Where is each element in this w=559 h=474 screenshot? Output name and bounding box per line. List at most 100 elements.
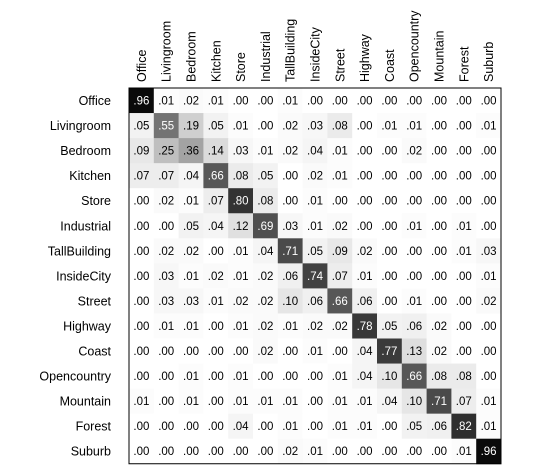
- matrix-cell: [377, 338, 403, 364]
- cell-value-label: .74: [307, 271, 324, 283]
- matrix-cell: [352, 388, 378, 415]
- matrix-cell: [476, 313, 502, 339]
- cell-value-label: .00: [183, 346, 199, 358]
- matrix-cell: [352, 113, 378, 139]
- cell-value-label: .00: [307, 96, 323, 108]
- cell-value-label: .04: [208, 221, 225, 233]
- cell-value-label: .00: [158, 446, 174, 458]
- cell-value-label: .07: [158, 171, 174, 183]
- cell-value-label: .00: [133, 446, 149, 458]
- matrix-cell: [228, 413, 254, 440]
- cell-value-label: .00: [158, 371, 174, 383]
- matrix-cell: [129, 113, 155, 139]
- matrix-cell: [228, 363, 254, 389]
- cell-value-label: .01: [183, 271, 199, 283]
- matrix-cell: [327, 263, 353, 289]
- matrix-cell: [451, 263, 477, 289]
- cell-value-label: .00: [183, 446, 199, 458]
- cell-value-label: .00: [133, 246, 149, 258]
- matrix-cell: [178, 88, 204, 114]
- matrix-cell: [153, 313, 179, 339]
- matrix-cell: [228, 213, 254, 239]
- cell-value-label: .07: [208, 196, 224, 208]
- cell-value-label: .02: [282, 121, 298, 133]
- cell-value-label: .06: [406, 321, 422, 333]
- cell-value-label: .04: [183, 171, 200, 183]
- cell-value-label: .00: [332, 346, 348, 358]
- matrix-cell: [178, 438, 204, 465]
- cell-value-label: .02: [158, 196, 174, 208]
- matrix-cell: [377, 438, 403, 465]
- cell-value-label: .96: [133, 96, 149, 108]
- matrix-cell: [377, 313, 403, 339]
- matrix-cell: [129, 363, 155, 389]
- cell-value-label: .00: [208, 371, 224, 383]
- cell-value-label: .06: [307, 296, 323, 308]
- cell-value-label: .01: [456, 446, 472, 458]
- matrix-cell: [277, 113, 303, 139]
- cell-value-label: .01: [406, 296, 422, 308]
- cell-value-label: .03: [481, 246, 497, 258]
- cell-value-label: .01: [282, 321, 298, 333]
- matrix-cell: [228, 88, 254, 114]
- matrix-frame: [128, 87, 502, 465]
- cell-value-label: .02: [431, 321, 447, 333]
- cell-value-label: .00: [307, 371, 323, 383]
- matrix-cell: [401, 138, 427, 164]
- cell-value-label: .71: [282, 246, 298, 258]
- cell-value-label: .01: [332, 396, 348, 408]
- matrix-cell: [277, 88, 303, 114]
- cell-value-label: .01: [332, 146, 348, 158]
- cell-value-label: .96: [481, 446, 497, 458]
- cell-value-label: .71: [431, 396, 447, 408]
- cell-value-label: .66: [208, 171, 224, 183]
- cell-value-label: .01: [133, 396, 149, 408]
- column-label: Coast: [383, 49, 397, 82]
- matrix-cell: [327, 88, 353, 114]
- cell-value-label: .00: [381, 196, 397, 208]
- cell-value-label: .01: [357, 421, 373, 433]
- cell-value-label: .01: [257, 396, 273, 408]
- matrix-cell: [277, 438, 303, 465]
- matrix-cell: [153, 213, 179, 239]
- matrix-cell: [203, 138, 229, 164]
- cell-value-label: .01: [208, 96, 224, 108]
- cell-value-label: .00: [133, 296, 149, 308]
- cell-value-label: .04: [357, 346, 374, 358]
- cell-value-label: .10: [282, 296, 298, 308]
- matrix-cell: [178, 238, 204, 264]
- matrix-cell: [476, 438, 502, 465]
- row-label: Opencountry: [39, 370, 111, 384]
- cell-value-label: .12: [233, 221, 249, 233]
- matrix-cell: [129, 138, 155, 164]
- matrix-cell: [476, 388, 502, 415]
- matrix-cell: [426, 263, 452, 289]
- matrix-cell: [302, 163, 328, 189]
- cell-value-label: .02: [481, 296, 497, 308]
- cell-value-label: .00: [183, 421, 199, 433]
- matrix-cell: [228, 288, 254, 314]
- cell-value-label: .05: [381, 321, 397, 333]
- cell-value-label: .00: [406, 446, 422, 458]
- cell-value-label: .02: [183, 96, 199, 108]
- matrix-cell: [426, 288, 452, 314]
- matrix-cell: [228, 113, 254, 139]
- cell-value-label: .00: [158, 346, 174, 358]
- row-label: Suburb: [71, 445, 111, 459]
- cell-value-label: .00: [307, 421, 323, 433]
- matrix-cell: [253, 163, 279, 189]
- matrix-cell: [153, 363, 179, 389]
- matrix-cell: [228, 238, 254, 264]
- matrix-cell: [302, 213, 328, 239]
- cell-value-label: .01: [158, 321, 174, 333]
- cell-value-label: .00: [406, 271, 422, 283]
- cell-value-label: .00: [406, 96, 422, 108]
- cell-value-label: .00: [381, 96, 397, 108]
- cell-value-label: .00: [357, 196, 373, 208]
- matrix-cell: [451, 188, 477, 214]
- matrix-cell: [327, 438, 353, 465]
- cell-value-label: .01: [456, 246, 472, 258]
- matrix-cell: [277, 413, 303, 440]
- matrix-cell: [129, 313, 155, 339]
- matrix-cell: [352, 288, 378, 314]
